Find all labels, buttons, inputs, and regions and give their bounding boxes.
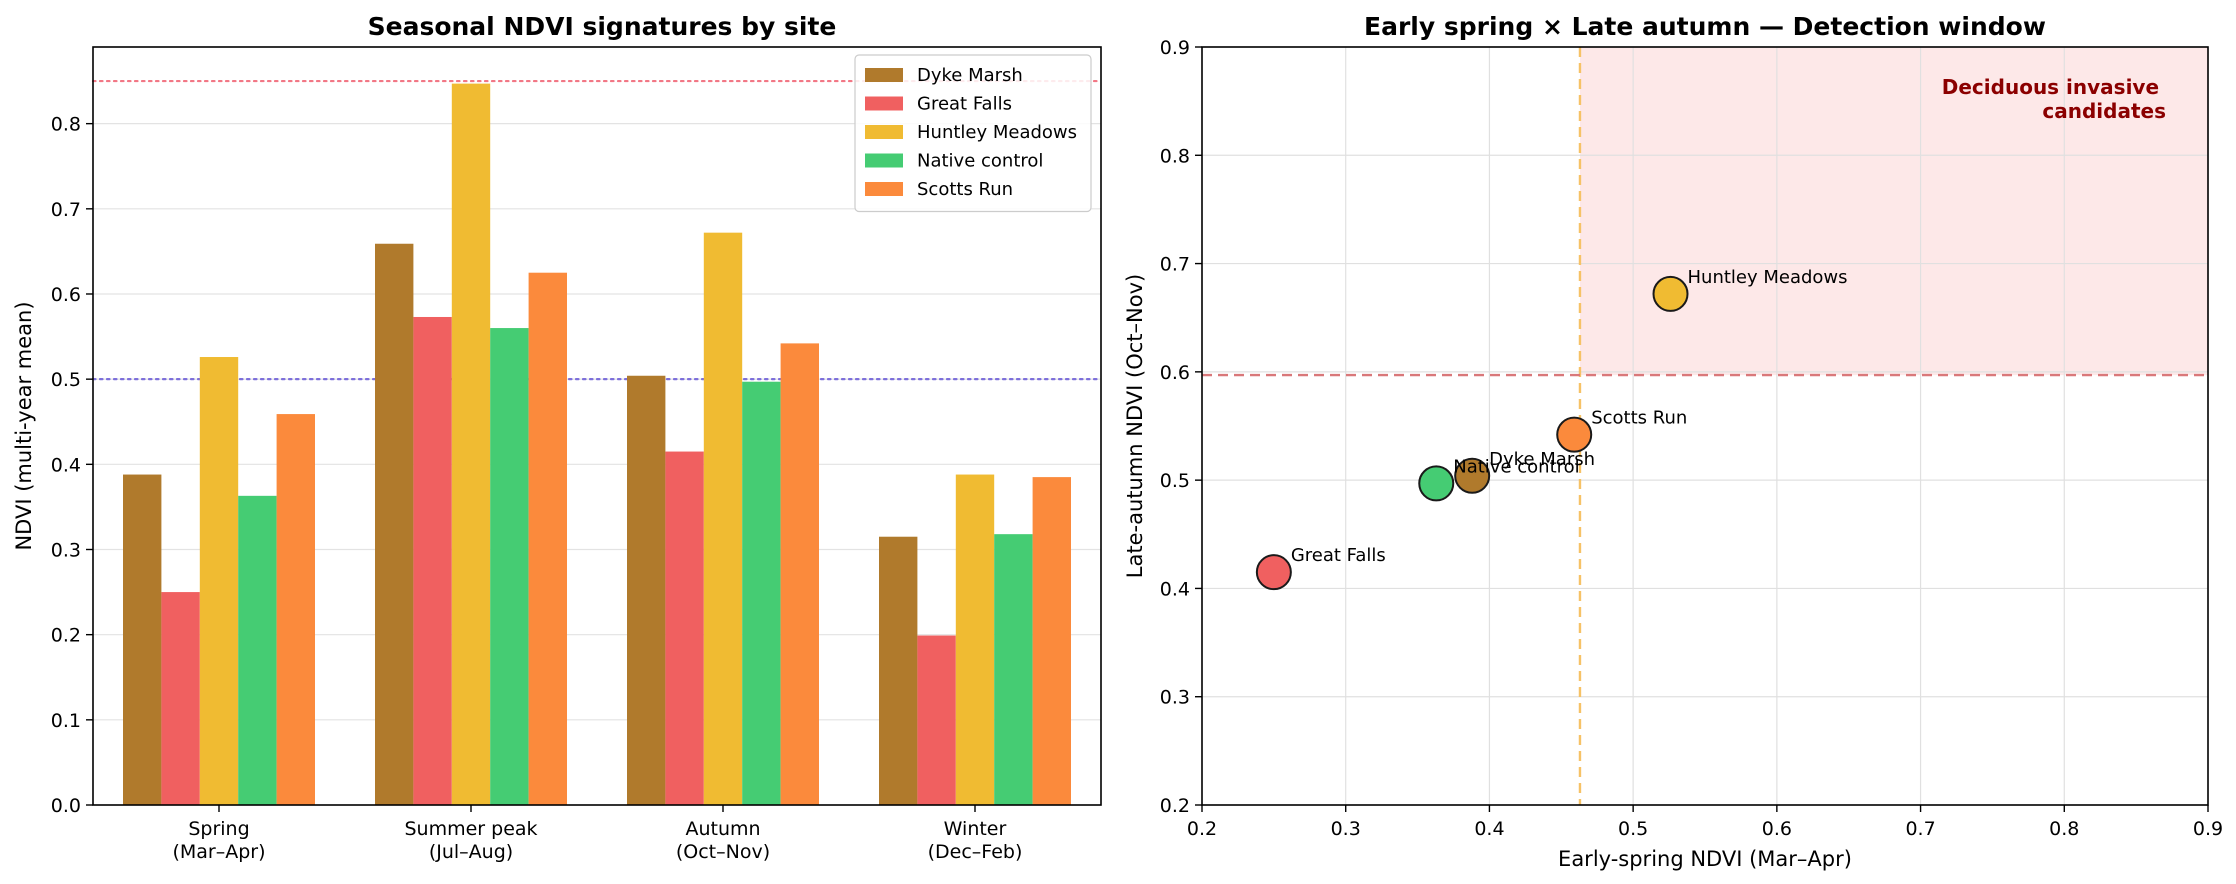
bar-chart-y-axis-label: NDVI (multi-year mean) — [12, 301, 36, 550]
legend-swatch — [865, 153, 903, 168]
y-tick-label: 0.6 — [51, 284, 81, 306]
x-tick-label: Spring — [188, 818, 249, 840]
x-tick-label: 0.4 — [1474, 818, 1504, 840]
x-tick-label: Autumn — [685, 818, 760, 840]
x-tick-label: 0.2 — [1187, 818, 1217, 840]
bar — [276, 414, 315, 805]
bar — [917, 635, 956, 805]
detection-region — [1579, 47, 2208, 376]
x-tick-label: 0.7 — [1905, 818, 1935, 840]
y-tick-label: 0.4 — [1160, 578, 1190, 600]
point-label: Native control — [1453, 456, 1579, 477]
y-tick-label: 0.4 — [51, 454, 81, 476]
bar — [451, 83, 491, 805]
bar — [627, 375, 666, 805]
y-tick-label: 0.7 — [51, 199, 81, 221]
y-tick-label: 0.7 — [1160, 254, 1190, 276]
x-tick-label: 0.8 — [2049, 818, 2079, 840]
y-tick-label: 0.0 — [51, 795, 81, 817]
x-tick-label: Summer peak — [404, 818, 537, 840]
legend-swatch — [865, 125, 903, 139]
bar — [238, 495, 277, 805]
x-tick-label: (Jul–Aug) — [429, 841, 513, 863]
x-tick-label: 0.9 — [2193, 818, 2223, 840]
x-tick-label: Winter — [944, 818, 1007, 840]
bar-chart-x-ticks: Spring(Mar–Apr) Summer peak(Jul–Aug) Autum… — [172, 805, 1022, 863]
y-tick-label: 0.8 — [1160, 145, 1190, 167]
x-tick-label: 0.3 — [1331, 818, 1361, 840]
bar — [665, 451, 704, 805]
scatter-chart-title: Early spring × Late autumn — Detection w… — [1364, 12, 2046, 41]
bar — [742, 381, 781, 805]
y-tick-label: 0.6 — [1160, 362, 1190, 384]
y-tick-label: 0.5 — [1160, 470, 1190, 492]
y-tick-label: 0.5 — [51, 369, 81, 391]
bar — [879, 536, 918, 805]
scatter-point — [1556, 416, 1593, 453]
bar — [199, 357, 239, 805]
scatter-chart-frame — [1201, 46, 2209, 806]
legend-entry: Great Falls — [917, 94, 1012, 115]
bar — [413, 316, 452, 805]
bar — [375, 243, 414, 805]
y-tick-label: 0.9 — [1160, 37, 1190, 59]
legend-entry: Dyke Marsh — [917, 65, 1023, 86]
scatter-chart-x-axis-label: Early-spring NDVI (Mar–Apr) — [1558, 847, 1852, 871]
scatter-chart-y-axis-label: Late-autumn NDVI (Oct–Nov) — [1123, 274, 1147, 578]
region-label-line-2: candidates — [2042, 99, 2166, 123]
bar — [780, 343, 819, 805]
region-label: Deciduous invasive candidates — [1942, 75, 2166, 123]
x-tick-label: (Oct–Nov) — [676, 841, 770, 863]
scatter-point — [1418, 465, 1455, 502]
bar-chart-bars — [123, 83, 1071, 805]
y-tick-label: 0.3 — [1160, 687, 1190, 709]
scatter-chart-points: Dyke Marsh Great Falls Huntley Meadows Nati… — [1255, 267, 1848, 591]
legend-swatch — [865, 96, 903, 111]
bar — [123, 474, 162, 805]
point-label: Scotts Run — [1591, 408, 1687, 429]
scatter-chart-x-ticks: 0.2 0.3 0.4 0.5 0.6 0.7 0.8 0.9 — [1187, 805, 2223, 840]
scatter-point — [1652, 275, 1689, 312]
point-label: Dyke Marsh — [1489, 449, 1595, 470]
x-tick-label: 0.6 — [1762, 818, 1792, 840]
x-tick-label: (Mar–Apr) — [172, 841, 265, 863]
scatter-point — [1255, 554, 1292, 591]
legend-swatch — [865, 182, 903, 196]
x-tick-label: (Dec–Feb) — [928, 841, 1023, 863]
bar — [703, 232, 743, 805]
point-label: Huntley Meadows — [1688, 267, 1848, 288]
y-tick-label: 0.3 — [51, 539, 81, 561]
scatter-point — [1454, 457, 1491, 494]
legend-swatch — [865, 68, 903, 82]
x-tick-label: 0.5 — [1618, 818, 1648, 840]
point-label: Great Falls — [1291, 545, 1386, 566]
bar-chart-y-ticks: 0.0 0.1 0.2 0.3 0.4 0.5 0.6 0.7 0.8 — [51, 114, 93, 817]
bar-chart-legend: Dyke Marsh Great Falls Huntley Meadows Nati… — [854, 54, 1092, 213]
legend-entry: Scotts Run — [917, 179, 1013, 200]
scatter-chart-panel: Early spring × Late autumn — Detection w… — [1123, 12, 2223, 871]
bar — [955, 474, 995, 805]
y-tick-label: 0.8 — [51, 114, 81, 136]
legend-box — [854, 54, 1092, 213]
legend-entry: Native control — [917, 151, 1043, 172]
legend-entry: Huntley Meadows — [917, 122, 1077, 143]
bar — [1032, 477, 1071, 805]
bar-chart-panel: Seasonal NDVI signatures by site 0.00.10… — [12, 12, 1103, 863]
bar-chart-title: Seasonal NDVI signatures by site — [368, 12, 837, 41]
bar-chart-frame — [92, 46, 1102, 806]
y-tick-label: 0.2 — [1160, 795, 1190, 817]
bar — [161, 592, 200, 805]
scatter-chart-y-ticks: 0.2 0.3 0.4 0.5 0.6 0.7 0.8 0.9 — [1160, 37, 1202, 817]
region-label-line-1: Deciduous invasive — [1942, 75, 2159, 99]
y-tick-label: 0.1 — [51, 710, 81, 732]
bar — [528, 272, 567, 805]
y-tick-label: 0.2 — [51, 625, 81, 647]
bar — [994, 534, 1033, 805]
bar — [490, 328, 529, 805]
